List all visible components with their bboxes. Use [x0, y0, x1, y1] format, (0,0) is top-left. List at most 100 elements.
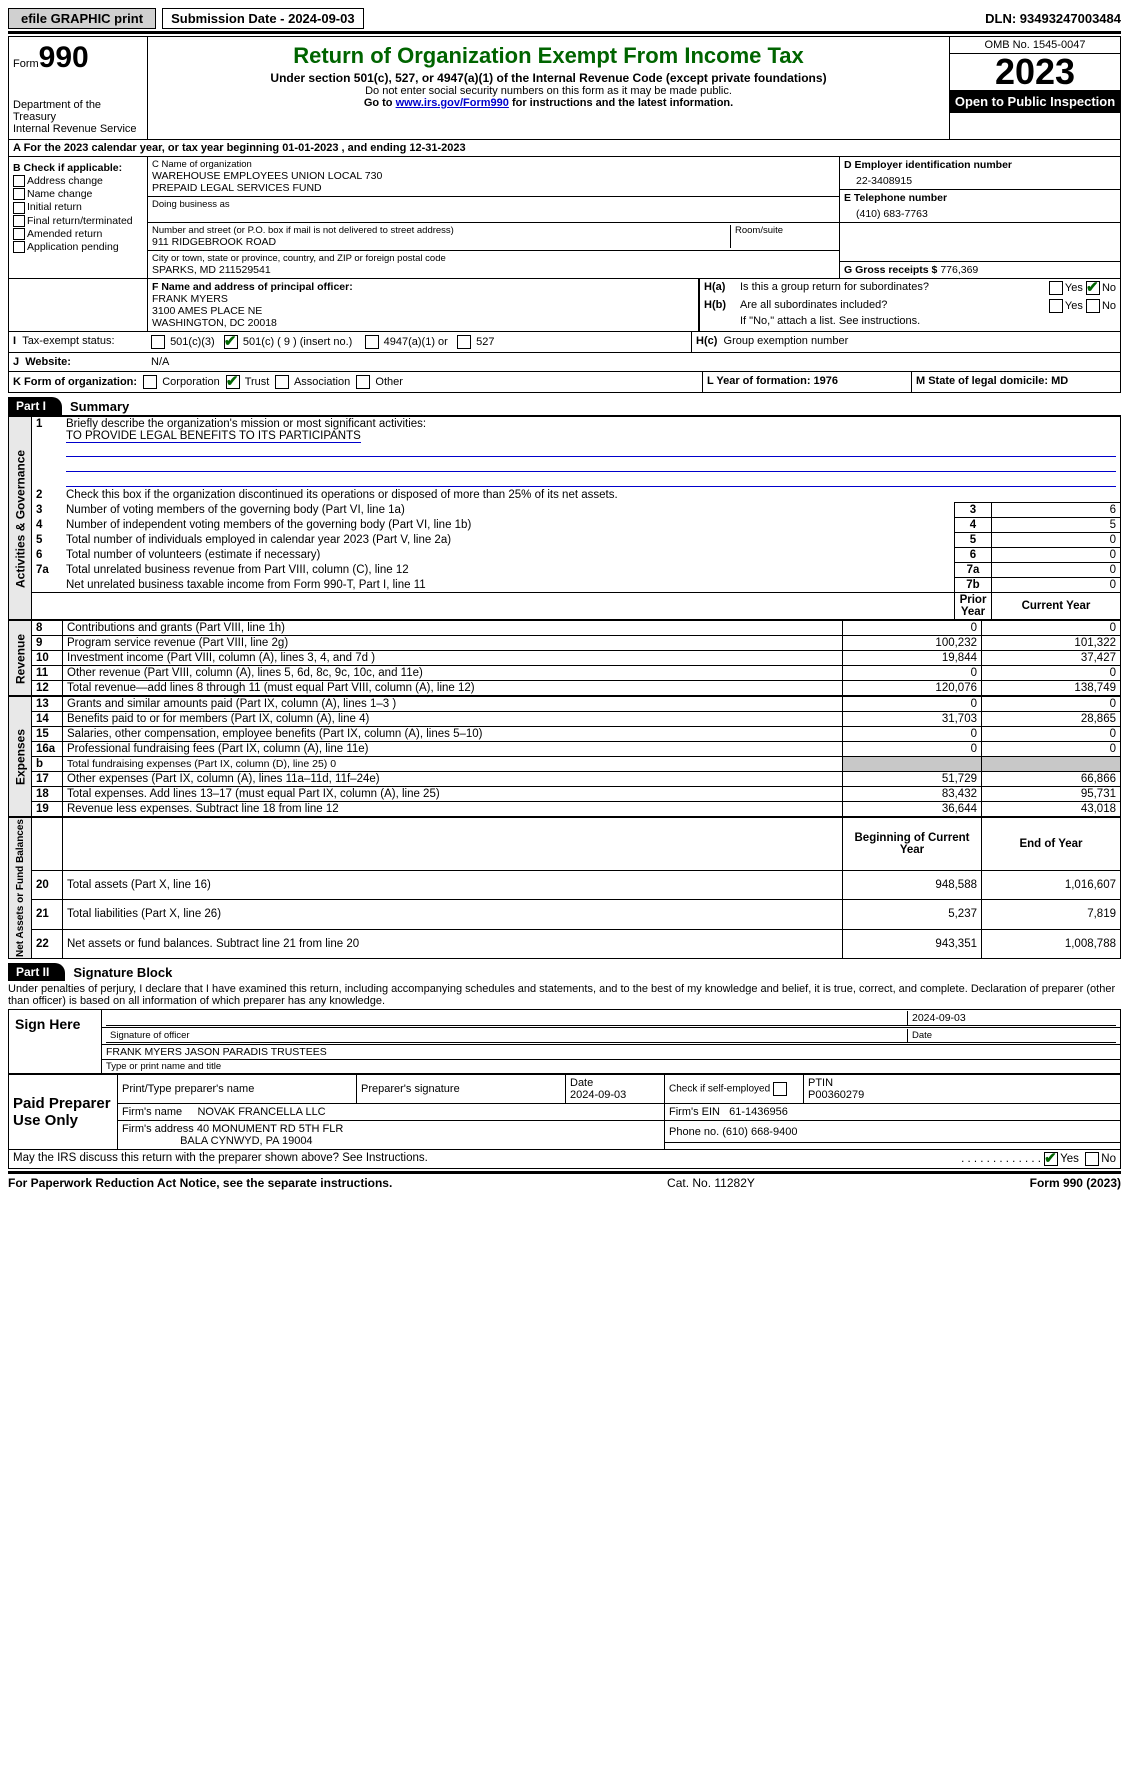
officer-addr1: 3100 AMES PLACE NE	[152, 305, 262, 317]
chk-corp[interactable]	[143, 375, 157, 389]
part2-title: Signature Block	[65, 965, 172, 980]
firm-phone: (610) 668-9400	[722, 1126, 797, 1138]
chk-amended[interactable]	[13, 228, 25, 240]
submission-date: Submission Date - 2024-09-03	[162, 8, 364, 29]
vlabel-gov: Activities & Governance	[9, 417, 32, 620]
part2-tab: Part II	[8, 963, 65, 981]
form-title: Return of Organization Exempt From Incom…	[152, 43, 945, 69]
q1-label: Briefly describe the organization's miss…	[66, 418, 426, 430]
gov-row: Net unrelated business taxable income fr…	[9, 578, 1121, 593]
gross-receipts: 776,369	[940, 264, 978, 276]
g-label: G Gross receipts $	[844, 264, 937, 276]
top-bar: efile GRAPHIC print Submission Date - 20…	[8, 8, 1121, 29]
paid-label: Paid Preparer Use Only	[9, 1075, 118, 1150]
chk-4947[interactable]	[365, 335, 379, 349]
discuss-row: May the IRS discuss this return with the…	[8, 1150, 1121, 1169]
hb-note: If "No," attach a list. See instructions…	[700, 315, 1120, 329]
revenue-table: Revenue 8Contributions and grants (Part …	[8, 620, 1121, 696]
b-header: B Check if applicable:	[13, 162, 143, 174]
discuss-no[interactable]	[1085, 1152, 1099, 1166]
expenses-table: Expenses 13Grants and similar amounts pa…	[8, 696, 1121, 817]
dln: DLN: 93493247003484	[985, 11, 1121, 26]
footer-left: For Paperwork Reduction Act Notice, see …	[8, 1176, 392, 1190]
part1-title: Summary	[62, 399, 129, 414]
part1-tab: Part I	[8, 397, 62, 415]
firm-name: NOVAK FRANCELLA LLC	[197, 1106, 325, 1118]
chk-527[interactable]	[457, 335, 471, 349]
street-label: Number and street (or P.O. box if mail i…	[152, 225, 730, 236]
ein: 22-3408915	[844, 171, 1116, 187]
chk-app-pending[interactable]	[13, 241, 25, 253]
hb-yes[interactable]	[1049, 299, 1063, 313]
subtitle-2: Do not enter social security numbers on …	[152, 85, 945, 97]
firm-addr2: BALA CYNWYD, PA 19004	[180, 1135, 312, 1147]
chk-trust[interactable]	[226, 375, 240, 389]
org-name: WAREHOUSE EMPLOYEES UNION LOCAL 730 PREP…	[152, 170, 835, 194]
k-label: K Form of organization:	[13, 376, 137, 388]
form-number: 990	[39, 41, 89, 74]
hb-no[interactable]	[1086, 299, 1100, 313]
phone: (410) 683-7763	[844, 204, 1116, 220]
street: 911 RIDGEBROOK ROAD	[152, 236, 730, 248]
chk-final-return[interactable]	[13, 215, 25, 227]
block-bcd: B Check if applicable: Address change Na…	[8, 157, 1121, 279]
block-fh: F Name and address of principal officer:…	[8, 279, 1121, 332]
chk-assoc[interactable]	[275, 375, 289, 389]
name-title-label: Type or print name and title	[102, 1060, 1120, 1073]
open-to-public: Open to Public Inspection	[950, 90, 1120, 113]
tax-year: 2023	[950, 54, 1120, 90]
discuss-yes[interactable]	[1044, 1152, 1058, 1166]
hc-label: Group exemption number	[724, 335, 849, 347]
irs-link[interactable]: www.irs.gov/Form990	[396, 97, 509, 109]
ha-no[interactable]	[1086, 281, 1100, 295]
form-header: Form990 Department of the Treasury Inter…	[8, 36, 1121, 140]
declaration: Under penalties of perjury, I declare th…	[8, 981, 1121, 1009]
chk-name-change[interactable]	[13, 188, 25, 200]
gov-row: 7aTotal unrelated business revenue from …	[9, 563, 1121, 578]
sign-date: 2024-09-03	[907, 1011, 1116, 1026]
d-label: D Employer identification number	[844, 159, 1116, 171]
city-label: City or town, state or province, country…	[152, 253, 835, 264]
form-label: Form	[13, 58, 39, 70]
chk-self-employed[interactable]	[773, 1082, 787, 1096]
chk-initial-return[interactable]	[13, 202, 25, 214]
e-label: E Telephone number	[844, 192, 1116, 204]
chk-other[interactable]	[356, 375, 370, 389]
chk-address-change[interactable]	[13, 175, 25, 187]
dba-label: Doing business as	[152, 199, 835, 210]
gov-row: 3Number of voting members of the governi…	[9, 503, 1121, 518]
row-a: A For the 2023 calendar year, or tax yea…	[8, 140, 1121, 157]
website: N/A	[147, 353, 1120, 371]
officer-signed: FRANK MYERS JASON PARADIS TRUSTEES	[102, 1045, 1120, 1060]
row-klm: K Form of organization: Corporation Trus…	[8, 372, 1121, 393]
l-label: L Year of formation: 1976	[707, 375, 838, 387]
goto-post: for instructions and the latest informat…	[509, 97, 733, 109]
sign-here-label: Sign Here	[8, 1009, 102, 1074]
c-label: C Name of organization	[152, 159, 835, 170]
dept-label: Department of the Treasury Internal Reve…	[13, 99, 143, 135]
part2-header: Part II Signature Block	[8, 963, 1121, 981]
q2-label: Check this box if the organization disco…	[66, 489, 618, 501]
room-label: Room/suite	[735, 225, 835, 236]
row-i: I Tax-exempt status: 501(c)(3) 501(c) ( …	[8, 332, 1121, 353]
footer-right: Form 990 (2023)	[1030, 1176, 1121, 1190]
j-label: Website:	[25, 356, 71, 368]
ha-label: Is this a group return for subordinates?	[740, 281, 1049, 295]
efile-print-button[interactable]: efile GRAPHIC print	[8, 8, 156, 29]
officer-name: FRANK MYERS	[152, 293, 228, 305]
i-label: Tax-exempt status:	[22, 335, 114, 347]
city: SPARKS, MD 211529541	[152, 264, 835, 276]
chk-501c[interactable]	[224, 335, 238, 349]
row-j: J Website: N/A	[8, 353, 1121, 372]
gov-row: 6Total number of volunteers (estimate if…	[9, 548, 1121, 563]
netassets-table: Net Assets or Fund Balances Beginning of…	[8, 817, 1121, 959]
vlabel-net: Net Assets or Fund Balances	[9, 818, 32, 959]
subtitle-1: Under section 501(c), 527, or 4947(a)(1)…	[152, 71, 945, 85]
summary-table: Activities & Governance 1 Briefly descri…	[8, 416, 1121, 620]
firm-addr1: 40 MONUMENT RD 5TH FLR	[197, 1123, 343, 1135]
chk-501c3[interactable]	[151, 335, 165, 349]
sig-date-label: Date	[907, 1029, 1116, 1043]
paid-preparer: Paid Preparer Use Only Print/Type prepar…	[8, 1074, 1121, 1150]
part1-header: Part I Summary	[8, 397, 1121, 415]
ha-yes[interactable]	[1049, 281, 1063, 295]
